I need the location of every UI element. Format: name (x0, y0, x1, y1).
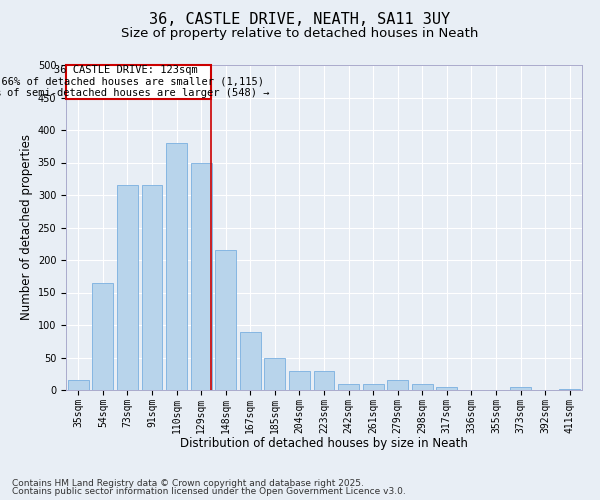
Bar (510, 387, 531, 390)
Bar (92, 283, 113, 390)
Bar (166, 143, 187, 390)
Bar (142, 185, 163, 390)
Text: 36, CASTLE DRIVE, NEATH, SA11 3UY: 36, CASTLE DRIVE, NEATH, SA11 3UY (149, 12, 451, 28)
Bar (436, 387, 457, 390)
Text: Contains public sector information licensed under the Open Government Licence v3: Contains public sector information licen… (12, 487, 406, 496)
Bar (191, 162, 212, 390)
Bar (338, 384, 359, 390)
Bar (265, 358, 286, 390)
Bar (314, 370, 334, 390)
Bar (362, 384, 383, 390)
Bar (240, 332, 261, 390)
Bar (215, 250, 236, 390)
X-axis label: Distribution of detached houses by size in Neath: Distribution of detached houses by size … (180, 437, 468, 450)
FancyBboxPatch shape (66, 65, 211, 99)
Bar (387, 380, 408, 390)
Bar (117, 185, 138, 390)
Y-axis label: Number of detached properties: Number of detached properties (20, 134, 34, 320)
Text: Contains HM Land Registry data © Crown copyright and database right 2025.: Contains HM Land Registry data © Crown c… (12, 478, 364, 488)
Bar (412, 384, 433, 390)
Bar (289, 370, 310, 390)
Bar (68, 380, 89, 390)
Text: Size of property relative to detached houses in Neath: Size of property relative to detached ho… (121, 28, 479, 40)
Text: 36 CASTLE DRIVE: 123sqm
← 66% of detached houses are smaller (1,115)
33% of semi: 36 CASTLE DRIVE: 123sqm ← 66% of detache… (0, 66, 270, 98)
Bar (559, 388, 580, 390)
